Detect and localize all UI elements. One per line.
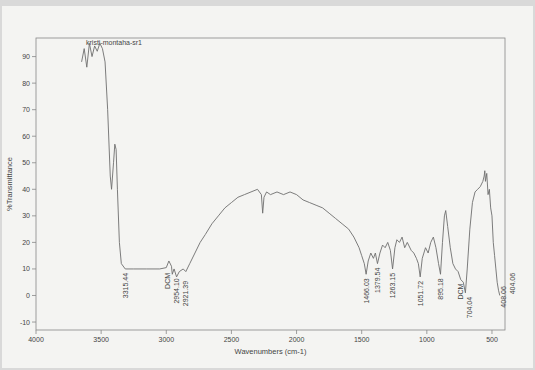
x-tick-label: 500 [486, 336, 498, 343]
peak-label: 2921.39 [182, 281, 189, 306]
y-tick-label: 20 [22, 239, 30, 246]
peak-label: 1466.03 [363, 278, 370, 303]
x-axis-title: Wavenumbers (cm-1) [235, 347, 307, 356]
x-tick [166, 330, 167, 334]
x-tick-label: 2000 [289, 336, 305, 343]
y-tick-label: 90 [22, 53, 30, 60]
y-tick-label: 80 [22, 80, 30, 87]
y-tick-label: 60 [22, 133, 30, 140]
y-tick [32, 215, 36, 216]
x-tick-label: 3500 [93, 336, 109, 343]
title: kristi-montaha-sr1 [86, 39, 142, 46]
x-tick [36, 330, 37, 334]
y-tick-label: 50 [22, 159, 30, 166]
x-tick [296, 330, 297, 334]
y-tick [32, 322, 36, 323]
y-tick-label: 70 [22, 106, 30, 113]
x-tick [491, 330, 492, 334]
y-tick-label: 10 [22, 265, 30, 272]
y-tick [32, 189, 36, 190]
y-tick [32, 56, 36, 57]
peak-label: 1263.15 [389, 273, 396, 298]
y-tick [32, 83, 36, 84]
y-tick [32, 268, 36, 269]
y-tick [32, 162, 36, 163]
y-tick-label: 40 [22, 186, 30, 193]
y-tick [32, 109, 36, 110]
x-tick-label: 1500 [354, 336, 370, 343]
peak-label: DCM [164, 273, 171, 289]
y-tick [32, 242, 36, 243]
x-tick-label: 2500 [224, 336, 240, 343]
peak-label: DCM [457, 283, 464, 299]
x-tick [426, 330, 427, 334]
y-axis-title: %Transmittance [5, 157, 14, 211]
peak-label: 1051.72 [417, 281, 424, 306]
peak-label: 404.06 [509, 273, 516, 295]
x-tick [361, 330, 362, 334]
x-tick [231, 330, 232, 334]
peak-label: 704.04 [466, 297, 473, 319]
peak-label: 1379.54 [374, 268, 381, 293]
plot-frame [36, 38, 505, 330]
spectrum-line [82, 43, 500, 295]
paper [2, 6, 533, 368]
peak-label: 2954.10 [173, 278, 180, 303]
y-tick-label: 0 [26, 292, 30, 299]
x-tick-label: 3000 [158, 336, 174, 343]
y-tick [32, 295, 36, 296]
peak-label: 895.18 [437, 278, 444, 300]
x-tick [101, 330, 102, 334]
plot-area [82, 43, 500, 295]
chart: 4000 3500 3000 2500 2000 1500 1000 500 -10 0 10 20 3… [0, 0, 535, 370]
peak-label: 408.06 [500, 286, 507, 308]
x-tick-label: 4000 [28, 336, 44, 343]
peak-label: 3315.44 [122, 273, 129, 298]
y-tick-label: 30 [22, 212, 30, 219]
y-tick-label: -10 [20, 319, 30, 326]
x-tick-label: 1000 [419, 336, 435, 343]
y-tick [32, 136, 36, 137]
